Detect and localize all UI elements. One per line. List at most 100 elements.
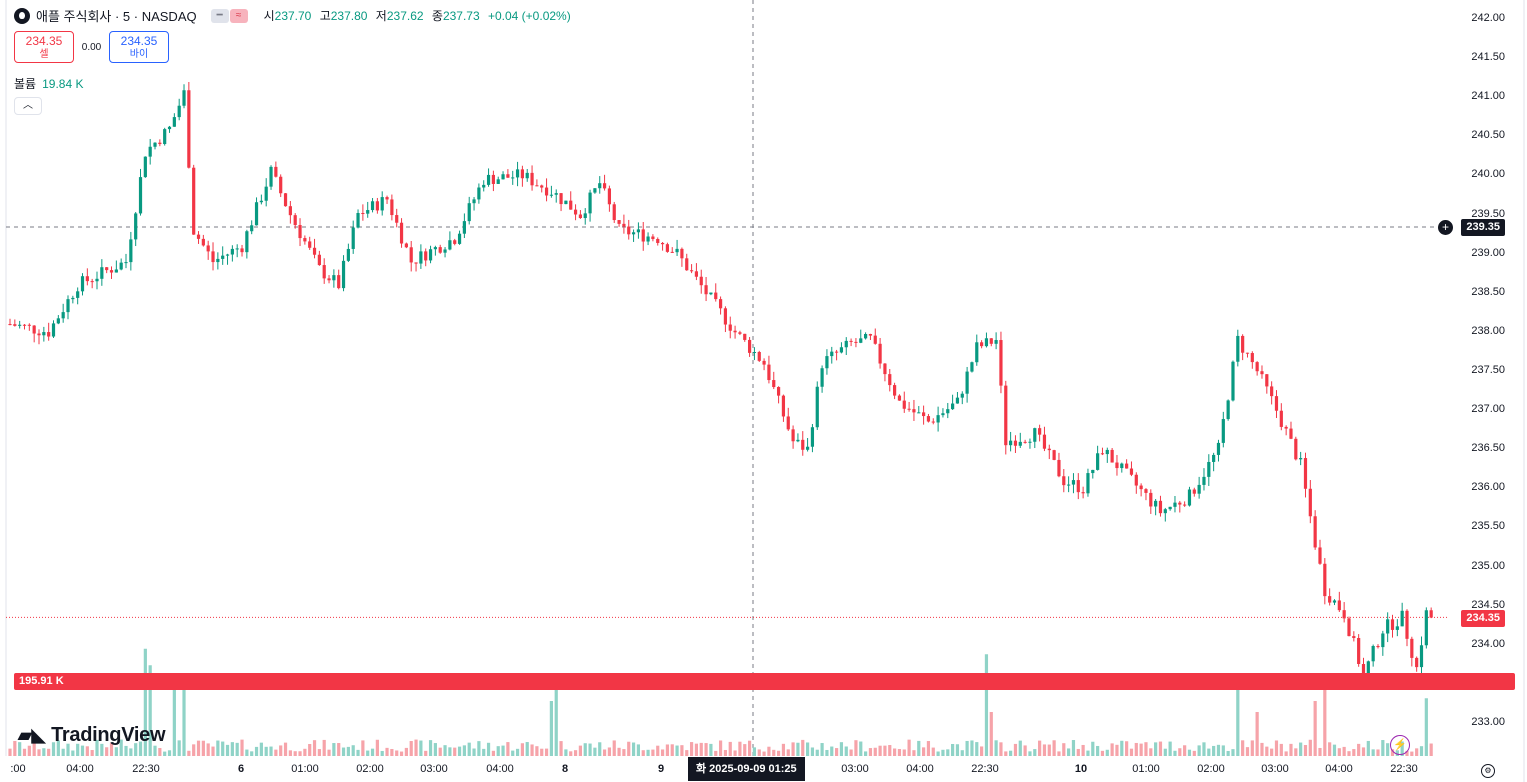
volume-bar: [844, 746, 848, 756]
candle-body: [781, 395, 786, 417]
candle-body: [897, 395, 902, 401]
candle-body: [138, 177, 143, 214]
volume-bar: [1255, 712, 1259, 756]
candle-body: [883, 363, 887, 375]
volume-bar: [148, 665, 152, 756]
volume-bar: [540, 748, 544, 756]
volume-bar: [660, 749, 665, 756]
candle-body: [830, 351, 834, 357]
volume-bar: [1212, 745, 1216, 756]
volume-bar: [767, 746, 771, 756]
volume-bar: [1207, 748, 1211, 756]
candle-body: [1308, 488, 1312, 517]
candle-body: [1400, 610, 1404, 627]
time-tick-label: 01:00: [291, 763, 319, 775]
approx-icon[interactable]: ≈: [229, 8, 248, 23]
candle-body: [143, 156, 147, 178]
volume-bar: [1129, 748, 1134, 756]
volume-bar: [1390, 749, 1395, 756]
volume-bar: [22, 748, 27, 756]
candle-body: [399, 222, 404, 244]
volume-bar: [438, 747, 442, 756]
candle-body: [322, 265, 326, 279]
volume-bar: [1134, 742, 1138, 756]
candle-body: [1294, 438, 1298, 460]
candle-body: [810, 427, 815, 447]
volume-bar: [259, 742, 263, 756]
candle-body: [854, 341, 858, 343]
volume-bar: [317, 749, 321, 756]
candle-body: [486, 174, 491, 185]
volume-bar: [211, 746, 215, 756]
volume-bar: [119, 739, 123, 756]
volume-bar: [815, 749, 819, 756]
price-tick-label: 237.00: [1471, 403, 1505, 416]
candle-body: [312, 247, 317, 255]
volume-bar: [351, 745, 355, 756]
volume-bar: [830, 746, 834, 756]
volume-bar: [1120, 740, 1124, 756]
add-plus-icon[interactable]: +: [1437, 219, 1454, 236]
volume-bar: [1062, 743, 1066, 756]
tv-mark-icon: ▰◣: [18, 725, 46, 745]
candle-body: [124, 262, 128, 264]
volume-legend[interactable]: 볼륨 19.84 K: [14, 75, 83, 92]
volume-bar: [801, 739, 805, 756]
candle-body: [989, 338, 993, 344]
candle-body: [820, 368, 824, 387]
candle-body: [1067, 484, 1071, 486]
buy-button[interactable]: 234.35 바이: [109, 31, 169, 63]
candle-body: [61, 312, 65, 319]
volume-bar: [1405, 750, 1409, 756]
candle-body: [1004, 385, 1008, 446]
volume-bar: [1110, 743, 1114, 756]
volume-bar: [1299, 742, 1303, 756]
volume-bar: [810, 747, 815, 756]
volume-bar: [854, 740, 858, 756]
volume-value: 19.84 K: [42, 77, 84, 91]
candle-body: [298, 225, 302, 239]
candle-body: [428, 249, 433, 261]
candle-body: [772, 380, 776, 388]
volume-bar: [878, 745, 882, 756]
candle-body: [1284, 426, 1288, 429]
volume-bar: [1361, 747, 1366, 756]
candle-body: [501, 174, 505, 180]
candle-body: [274, 166, 278, 177]
volume-bar: [665, 744, 670, 756]
collapse-button[interactable]: ︿: [14, 97, 42, 115]
symbol-title[interactable]: 애플 주식회사 · 5 · NASDAQ: [36, 9, 197, 24]
candle-body: [636, 229, 641, 233]
volume-bar: [1100, 750, 1105, 756]
candle-body: [414, 262, 418, 264]
settings-gear-icon[interactable]: ⚙: [1481, 764, 1495, 778]
lightning-icon[interactable]: ⚡: [1390, 735, 1410, 755]
sell-button[interactable]: 234.35 셀: [14, 31, 74, 63]
volume-bar: [327, 749, 331, 756]
candle-body: [1033, 428, 1037, 442]
candle-body: [90, 281, 94, 283]
time-tick-label: 10: [1074, 763, 1088, 775]
candle-body: [424, 251, 428, 261]
candle-body: [1386, 619, 1390, 634]
volume-bar: [1057, 751, 1061, 756]
volume-bar: [888, 745, 892, 756]
candle-body: [622, 223, 626, 227]
minus-icon[interactable]: ━: [210, 8, 229, 23]
volume-bar: [704, 743, 708, 756]
candle-body: [1424, 610, 1428, 646]
volume-bar: [786, 749, 790, 756]
indicator-toggle[interactable]: ━ ≈: [210, 8, 248, 23]
candle-body: [1100, 453, 1105, 455]
candle-body: [1187, 489, 1192, 506]
price-tick-label: 237.50: [1471, 364, 1505, 376]
volume-bar: [1096, 745, 1100, 756]
volume-bar: [404, 747, 408, 756]
volume-bar: [332, 743, 336, 756]
volume-bar: [1197, 745, 1201, 756]
volume-bar: [1245, 747, 1250, 756]
volume-bar: [1357, 743, 1361, 756]
candle-body: [491, 174, 495, 184]
volume-bar: [399, 751, 404, 756]
